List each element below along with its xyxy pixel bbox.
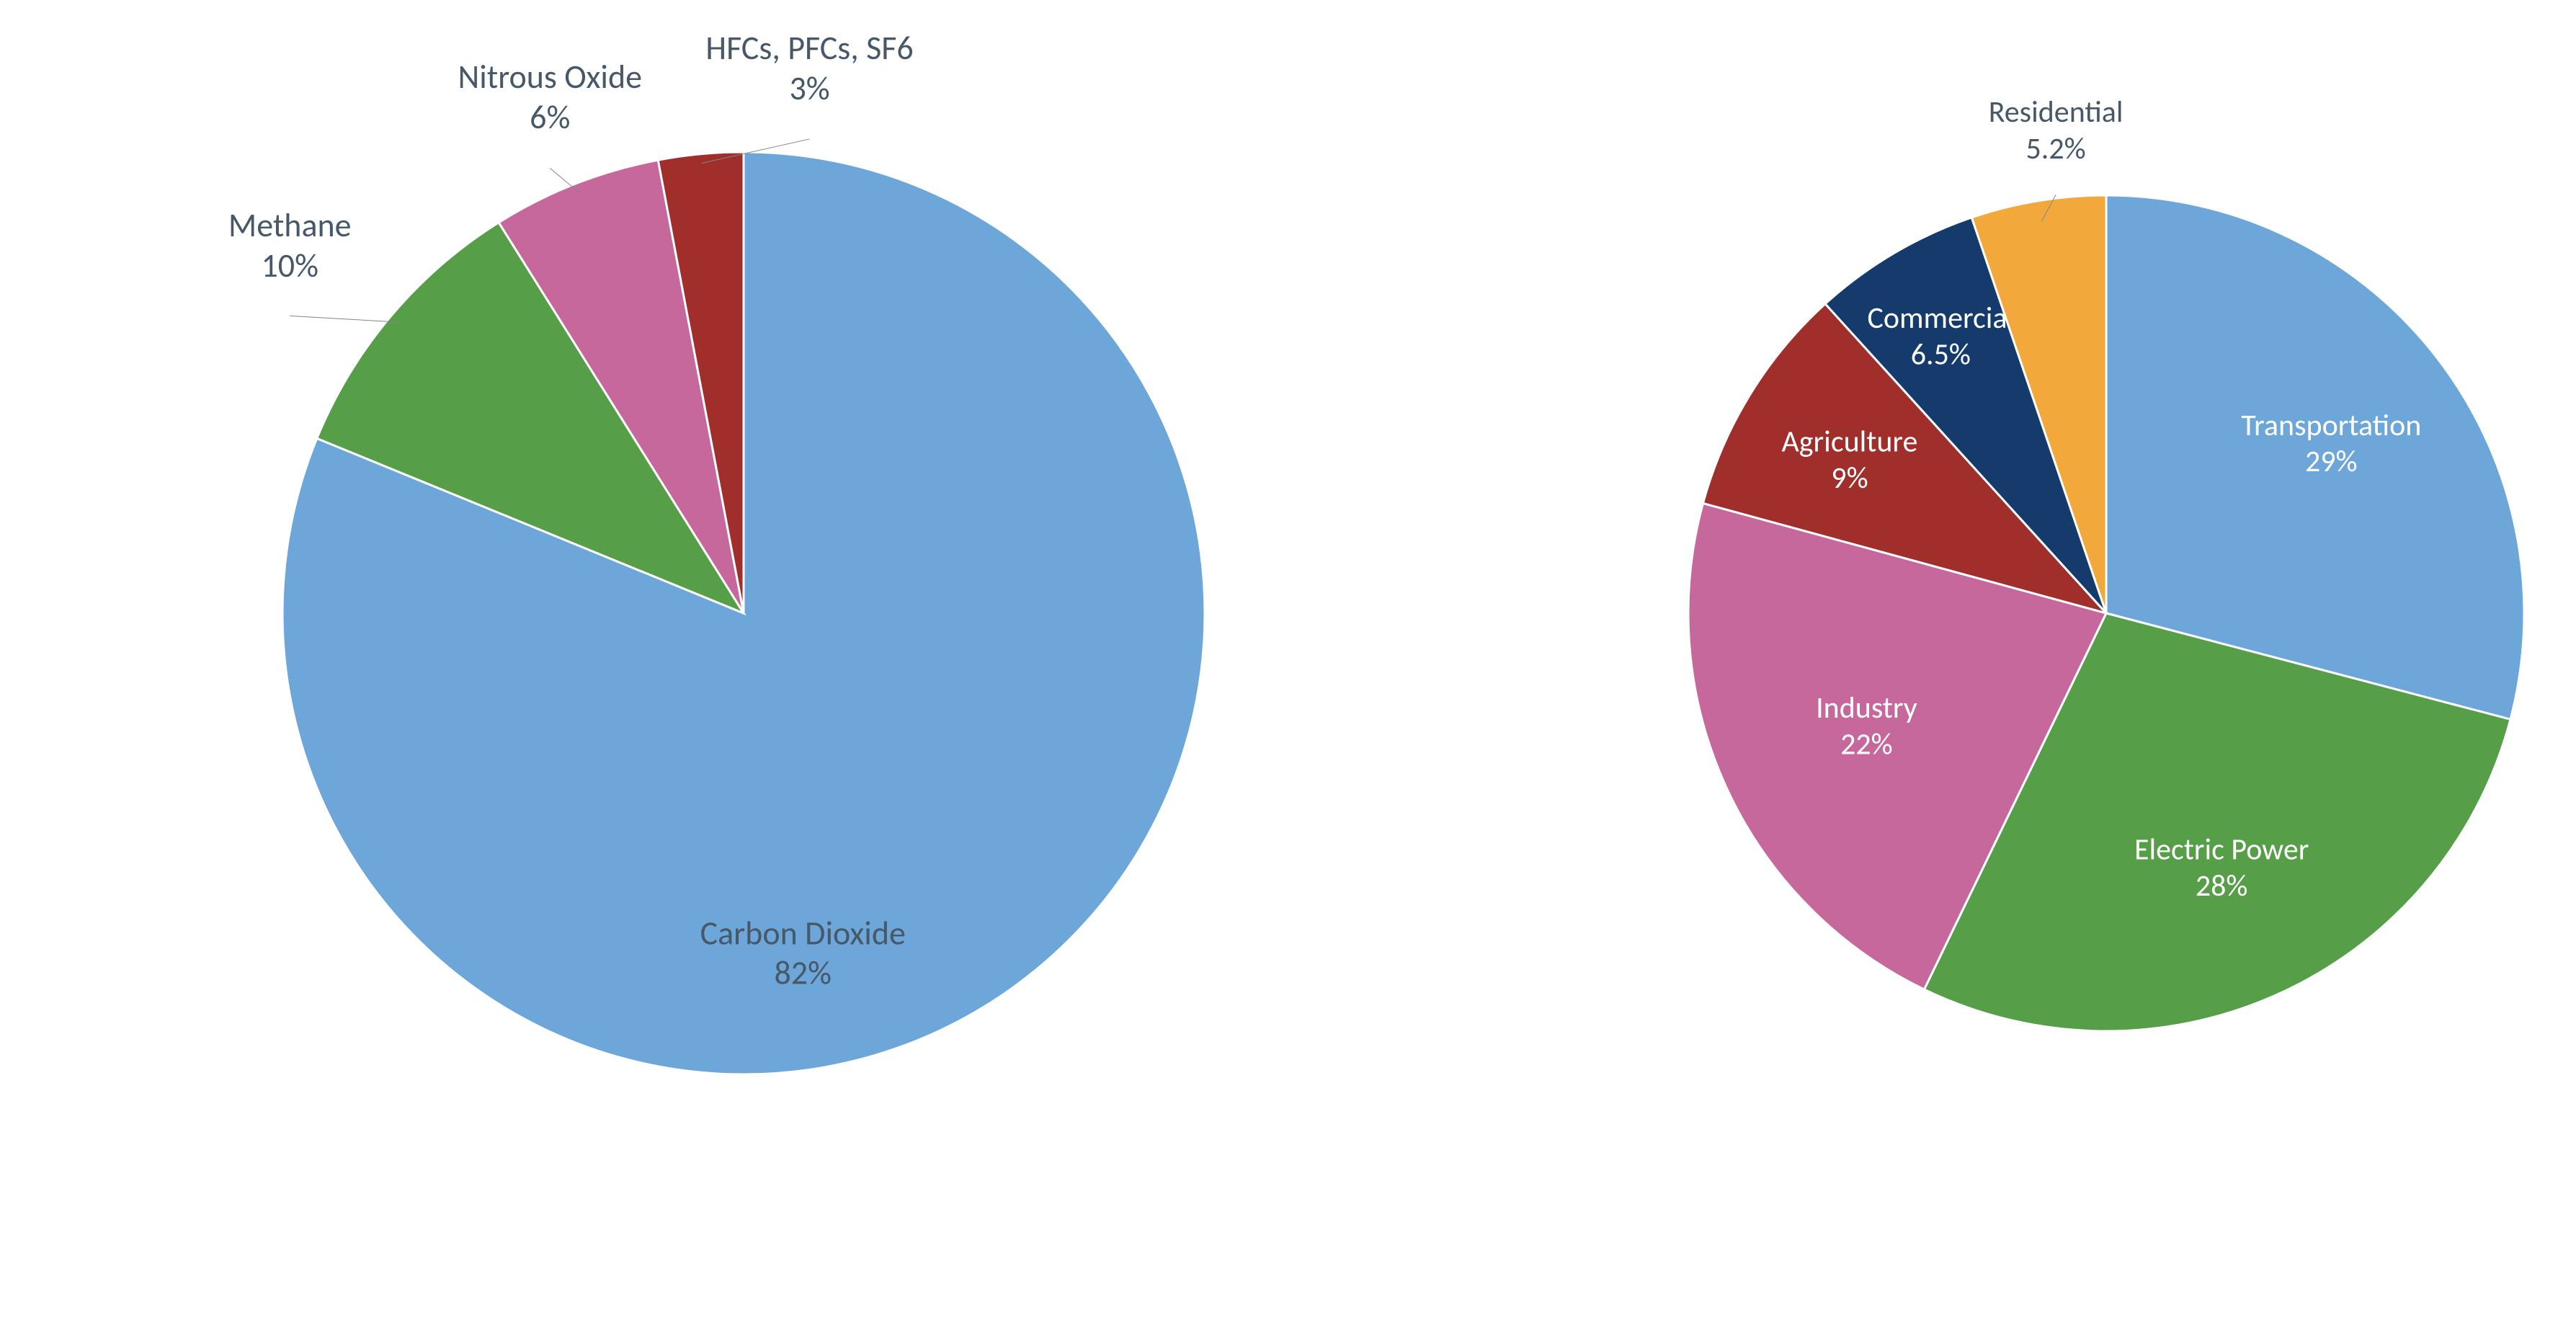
gas-pie-value-2: 6% — [458, 97, 643, 138]
sector-pie: Transportation29%Electric Power28%Indust… — [1458, 0, 2576, 1261]
gas-pie-value-1: 10% — [228, 246, 352, 286]
gas-pie-value-3: 3% — [705, 68, 913, 109]
sector-pie-value-3: 9% — [1831, 459, 1868, 496]
gas-pie-value-0: 82% — [774, 953, 832, 993]
sector-pie-value-1: 28% — [2196, 867, 2248, 904]
gas-pie-label-2: Nitrous Oxide6% — [458, 57, 643, 138]
gas-pie-label-3: HFCs, PFCs, SF63% — [705, 28, 913, 109]
sector-pie-value-4: 6.5% — [1911, 336, 1971, 373]
sector-pie-label-5: Residential5.2% — [1989, 94, 2123, 167]
gas-pie-label-1: Methane10% — [228, 205, 352, 286]
sector-pie-value-2: 22% — [1840, 726, 1893, 762]
sector-pie-value-0: 29% — [2305, 443, 2358, 480]
gas-pie-leader-1 — [290, 316, 398, 322]
charts-row: Carbon Dioxide82%Methane10%Nitrous Oxide… — [0, 0, 2576, 1226]
gas-type-pie: Carbon Dioxide82%Methane10%Nitrous Oxide… — [29, 0, 1458, 1328]
sector-pie-value-5: 5.2% — [1989, 130, 2123, 167]
